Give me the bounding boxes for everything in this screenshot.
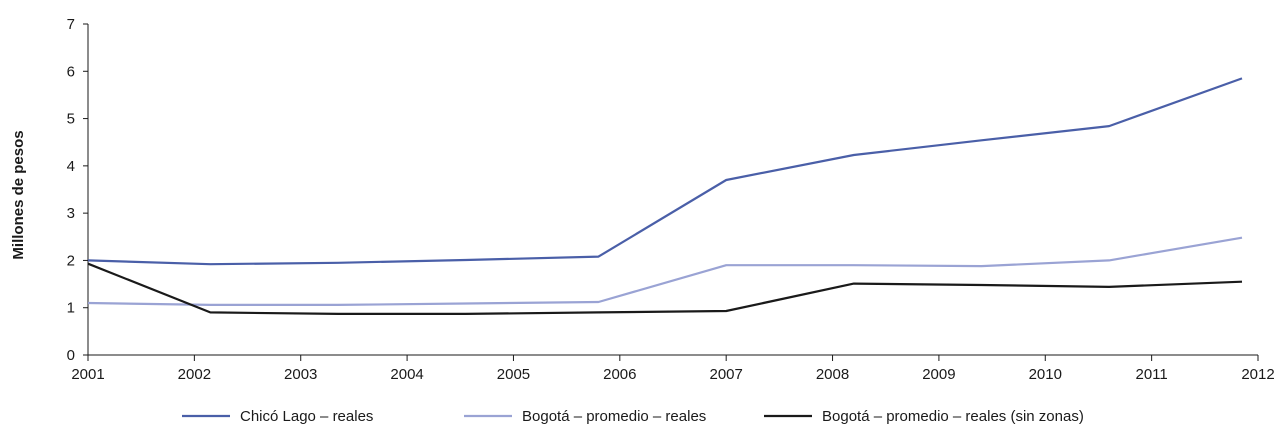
y-tick-label: 4 <box>67 158 75 175</box>
y-tick-label: 5 <box>67 111 75 128</box>
legend: Chicó Lago – reales Bogotá – promedio – r… <box>182 408 1084 425</box>
x-tick-label: 2007 <box>709 366 742 383</box>
x-tick-label: 2001 <box>71 366 104 383</box>
x-tick-label: 2012 <box>1241 366 1274 383</box>
y-axis-ticks: 0 1 2 3 4 5 6 7 <box>67 16 88 364</box>
x-tick-label: 2003 <box>284 366 317 383</box>
y-tick-label: 3 <box>67 205 75 222</box>
x-tick-label: 2004 <box>390 366 423 383</box>
series-line-1 <box>87 77 1243 266</box>
series-line-3 <box>87 262 1243 315</box>
x-tick-label: 2002 <box>178 366 211 383</box>
y-tick-label: 1 <box>67 300 75 317</box>
y-tick-label: 6 <box>67 63 75 80</box>
axes <box>87 24 1258 356</box>
x-axis-ticks: 2001 2002 2003 2004 2005 2006 2007 2008 2009 2010… <box>71 355 1275 383</box>
x-tick-label: 2011 <box>1136 366 1168 383</box>
series-lines <box>87 77 1243 315</box>
y-axis-label: Millones de pesos <box>10 130 27 259</box>
x-tick-label: 2005 <box>497 366 530 383</box>
y-tick-label: 0 <box>67 347 75 364</box>
legend-label-1: Chicó Lago – reales <box>240 408 373 425</box>
series-line-2 <box>87 236 1243 306</box>
x-tick-label: 2009 <box>922 366 955 383</box>
y-tick-label: 2 <box>67 252 75 269</box>
y-tick-label: 7 <box>67 16 75 33</box>
legend-label-2: Bogotá – promedio – reales <box>522 408 706 425</box>
x-tick-label: 2008 <box>816 366 849 383</box>
legend-label-3: Bogotá – promedio – reales (sin zonas) <box>822 408 1084 425</box>
x-tick-label: 2010 <box>1029 366 1062 383</box>
x-tick-label: 2006 <box>603 366 636 383</box>
